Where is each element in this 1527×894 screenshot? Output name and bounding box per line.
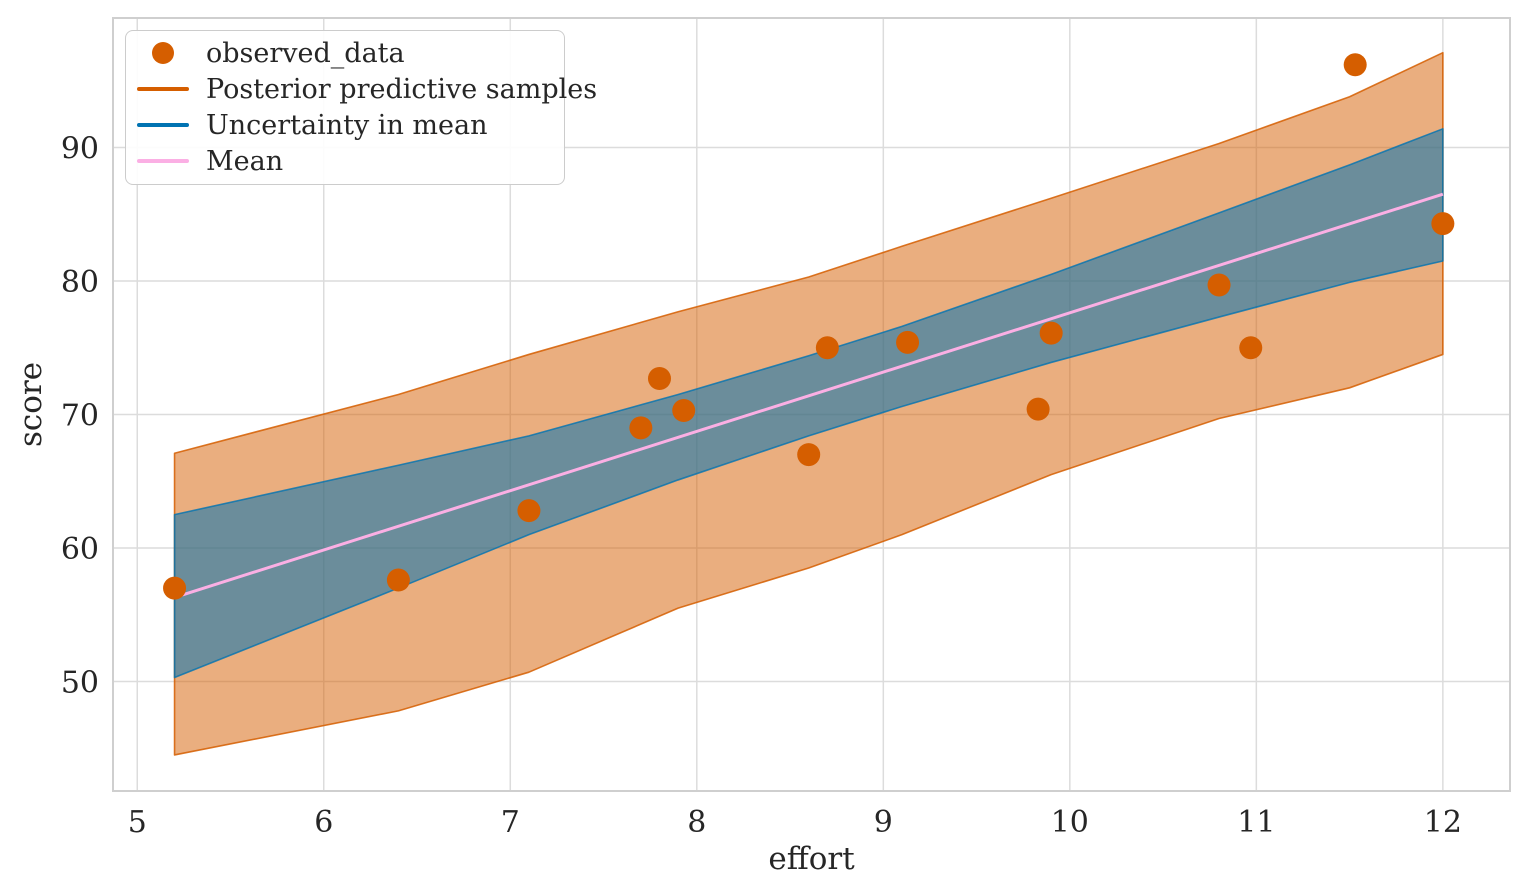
y-axis-label: score [13,361,49,448]
uncertainty-in-mean-band [173,128,1444,679]
legend-label: Mean [206,145,284,177]
data-point [517,499,541,523]
x-tick-label: 7 [501,805,520,840]
legend-item-posterior-predictive-samples: Posterior predictive samples [126,71,597,107]
data-point [672,399,696,423]
y-tick-label: 90 [61,132,99,167]
line-marker-icon [134,123,192,127]
scatter-marker-icon [134,42,192,64]
x-tick-label: 6 [314,805,333,840]
x-tick-label: 5 [128,805,147,840]
x-tick-label: 8 [687,805,706,840]
data-point [815,336,839,360]
x-tick-label: 12 [1424,805,1462,840]
y-tick-label: 70 [61,399,99,434]
line-marker-icon [134,87,192,91]
data-point [647,366,671,390]
data-point [1343,53,1367,77]
data-point [797,443,821,467]
legend-label: Posterior predictive samples [206,73,598,105]
x-axis-label: effort [768,841,855,877]
data-point [629,416,653,440]
legend-label: observed_data [206,37,405,69]
legend: observed_data Posterior predictive sampl… [125,30,597,185]
data-point [1239,336,1263,360]
data-point [1431,212,1455,236]
legend-item-uncertainty-in-mean: Uncertainty in mean [126,107,564,143]
mean-line [174,192,1444,599]
x-tick-label: 10 [1051,805,1089,840]
legend-label: Uncertainty in mean [206,109,488,141]
y-tick-label: 50 [61,666,99,701]
data-point [1207,273,1231,297]
y-tick-label: 80 [61,265,99,300]
plot-border [112,17,1511,792]
data-point [386,568,410,592]
y-tick-label: 60 [61,532,99,567]
x-tick-label: 11 [1237,805,1275,840]
line-marker-icon [134,159,192,163]
legend-item-mean: Mean [126,143,564,179]
data-point [1039,321,1063,345]
data-point [163,576,187,600]
data-point [896,330,920,354]
data-point [1026,397,1050,421]
legend-item-observed-data: observed_data [126,35,564,71]
x-tick-label: 9 [874,805,893,840]
